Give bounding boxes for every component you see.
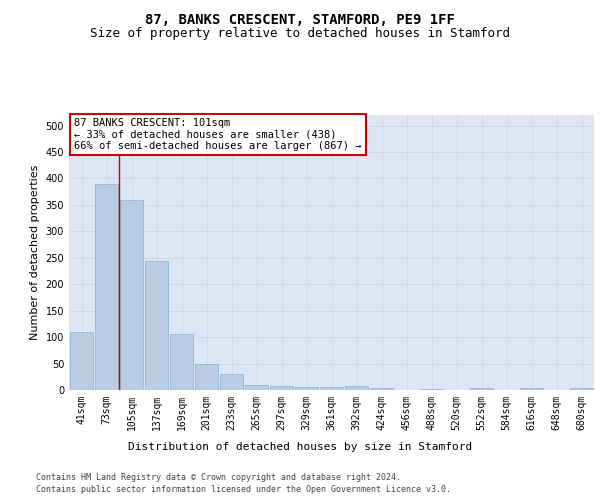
Bar <box>470 388 493 390</box>
Bar <box>70 332 94 390</box>
Bar <box>370 388 394 390</box>
Text: 87 BANKS CRESCENT: 101sqm
← 33% of detached houses are smaller (438)
66% of semi: 87 BANKS CRESCENT: 101sqm ← 33% of detac… <box>74 118 362 151</box>
Bar <box>320 388 343 390</box>
Bar <box>344 386 368 390</box>
Bar <box>295 388 319 390</box>
Text: Contains public sector information licensed under the Open Government Licence v3: Contains public sector information licen… <box>36 485 451 494</box>
Bar <box>269 386 293 390</box>
Text: Size of property relative to detached houses in Stamford: Size of property relative to detached ho… <box>90 28 510 40</box>
Bar <box>145 262 169 390</box>
Bar <box>119 200 143 390</box>
Bar <box>194 364 218 390</box>
Text: 87, BANKS CRESCENT, STAMFORD, PE9 1FF: 87, BANKS CRESCENT, STAMFORD, PE9 1FF <box>145 12 455 26</box>
Bar <box>170 334 193 390</box>
Bar <box>95 184 118 390</box>
Bar <box>569 388 593 390</box>
Bar <box>245 384 268 390</box>
Text: Contains HM Land Registry data © Crown copyright and database right 2024.: Contains HM Land Registry data © Crown c… <box>36 472 401 482</box>
Y-axis label: Number of detached properties: Number of detached properties <box>30 165 40 340</box>
Bar <box>419 389 443 390</box>
Text: Distribution of detached houses by size in Stamford: Distribution of detached houses by size … <box>128 442 472 452</box>
Bar <box>520 388 544 390</box>
Bar <box>220 374 244 390</box>
